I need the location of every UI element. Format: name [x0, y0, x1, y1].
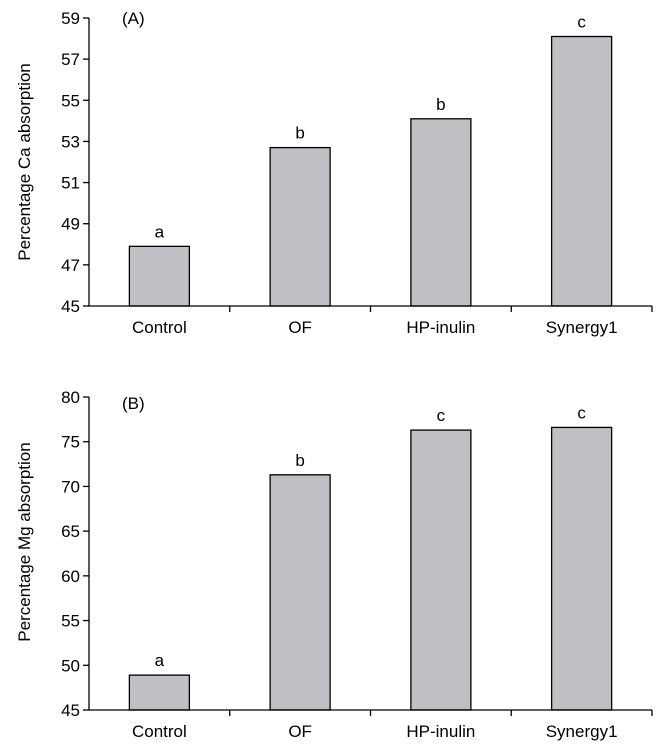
- bar: [550, 426, 613, 711]
- y-tick-label: 45: [61, 701, 80, 720]
- category-label: HP-inulin: [406, 722, 475, 741]
- chart-panel-b: Percentage Mg absorption (B) 45 50 55 60 65 7…: [15, 388, 653, 741]
- y-tick-label: 50: [61, 656, 80, 675]
- significance-letter: a: [155, 651, 165, 670]
- bar: [269, 474, 331, 711]
- axes: [88, 397, 652, 711]
- y-tick-label: 75: [61, 433, 80, 452]
- significance-letter: b: [295, 124, 304, 143]
- category-label: Synergy1: [546, 722, 618, 741]
- category-labels: Control OF HP-inulin Synergy1: [132, 722, 618, 741]
- y-tick-label: 47: [61, 256, 80, 275]
- panel-label: (A): [122, 9, 145, 28]
- bars: [128, 35, 613, 307]
- axes: [88, 18, 652, 307]
- y-ticks: 45 47 49 51 53 55 57 59: [61, 9, 653, 316]
- y-tick-label: 45: [61, 297, 80, 316]
- category-label: HP-inulin: [406, 318, 475, 337]
- chart-panel-a: Percentage Ca absorption (A) 45 47 49 51 53 5…: [15, 9, 653, 337]
- y-tick-label: 59: [61, 9, 80, 28]
- bar: [410, 429, 472, 711]
- category-label: Synergy1: [546, 318, 618, 337]
- y-tick-label: 51: [61, 174, 80, 193]
- category-label: Control: [132, 722, 187, 741]
- y-tick-label: 80: [61, 388, 80, 407]
- significance-letter: b: [436, 95, 445, 114]
- y-tick-label: 55: [61, 612, 80, 631]
- y-tick-label: 65: [61, 522, 80, 541]
- significance-letter: b: [295, 451, 304, 470]
- bar: [410, 118, 472, 307]
- significance-letter: a: [155, 222, 165, 241]
- y-tick-label: 55: [61, 91, 80, 110]
- significance-letter: c: [577, 13, 586, 32]
- y-axis-label: Percentage Ca absorption: [15, 63, 34, 261]
- bar: [550, 35, 613, 307]
- significance-letter: c: [577, 403, 586, 422]
- bars: [128, 426, 613, 711]
- significance-letters: a b c c: [155, 403, 587, 670]
- bar: [128, 245, 191, 307]
- y-tick-label: 53: [61, 132, 80, 151]
- bar: [128, 674, 191, 711]
- y-tick-label: 70: [61, 477, 80, 496]
- significance-letters: a b b c: [155, 13, 587, 242]
- significance-letter: c: [437, 406, 446, 425]
- y-tick-label: 49: [61, 215, 80, 234]
- category-label: Control: [132, 318, 187, 337]
- panel-label: (B): [122, 394, 145, 413]
- y-tick-label: 60: [61, 567, 80, 586]
- category-label: OF: [288, 722, 312, 741]
- category-labels: Control OF HP-inulin Synergy1: [132, 318, 618, 337]
- y-axis-label: Percentage Mg absorption: [15, 442, 34, 641]
- y-tick-label: 57: [61, 50, 80, 69]
- y-ticks: 45 50 55 60 65 70 75 80: [61, 388, 653, 720]
- bar: [269, 146, 331, 307]
- category-label: OF: [288, 318, 312, 337]
